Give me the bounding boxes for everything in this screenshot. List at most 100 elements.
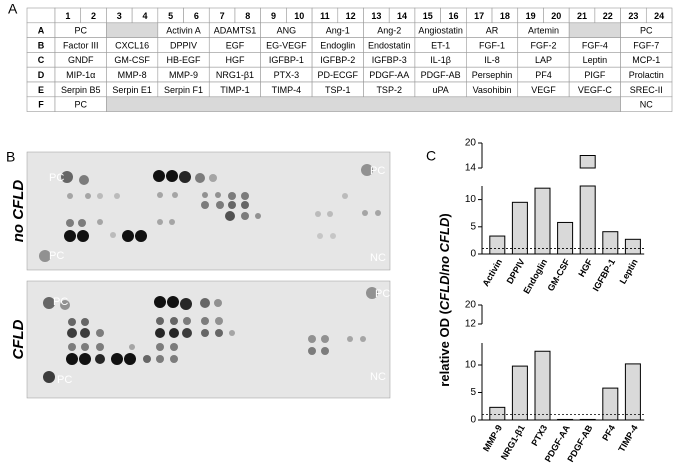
y-tick-label: 5: [470, 387, 476, 398]
bar: [624, 238, 641, 255]
blot-spot: [169, 328, 179, 338]
blot-spot: [308, 335, 316, 343]
cell-text: PC: [74, 100, 87, 110]
row-header: A: [38, 26, 45, 36]
table-cell: [106, 22, 159, 38]
blot-spot: [61, 171, 73, 183]
blot-spot: [67, 328, 77, 338]
panel-label: B: [6, 149, 15, 165]
column-header: 20: [551, 11, 561, 21]
blot-spot: [170, 355, 178, 363]
cell-text: SREC-II: [630, 85, 663, 95]
cell-text: FGF-1: [479, 40, 505, 50]
y-label-part: ): [437, 213, 452, 217]
blot-spot: [179, 171, 191, 183]
table-cell: [568, 22, 621, 38]
bar: [489, 406, 506, 421]
cell-text: VEGF-C: [578, 85, 613, 95]
cell-text: Endoglin: [320, 40, 355, 50]
blot-spot: [110, 232, 116, 238]
table-cell: [26, 7, 56, 24]
blot-spot: [68, 318, 76, 326]
x-tick-label: HGF: [576, 257, 594, 279]
y-label-part: /: [437, 271, 452, 275]
bar: [602, 387, 619, 421]
y-axis-label: relative OD (CFLD/no CFLD): [437, 213, 452, 386]
cell-text: Ang-2: [377, 26, 401, 36]
blot-spot: [255, 213, 261, 219]
x-tick-label: Activin: [480, 257, 504, 288]
y-tick-label: 10: [465, 194, 477, 205]
cell-text: Serpin F1: [164, 85, 203, 95]
blot-label: PC: [49, 250, 64, 262]
blot-spot: [111, 353, 123, 365]
blot-label: PC: [57, 374, 72, 386]
blot-spot: [182, 328, 192, 338]
cell-text: MMP-9: [169, 70, 198, 80]
blot-spot: [170, 343, 178, 351]
blot-spot: [317, 233, 323, 239]
blot-spot: [209, 174, 217, 182]
bar: [579, 418, 596, 421]
y-label-part: CFLD: [437, 275, 452, 310]
blot-spot: [201, 317, 209, 325]
blot-spot: [214, 299, 222, 307]
column-header: 7: [220, 11, 225, 21]
cell-text: IGFBP-3: [372, 55, 407, 65]
blot-spot: [135, 230, 147, 242]
cell-text: MIP-1α: [66, 70, 95, 80]
blot-spot: [81, 318, 89, 326]
cell-text: PC: [74, 26, 87, 36]
blot-spot: [169, 219, 175, 225]
blot-spot: [43, 297, 55, 309]
blot-spot: [77, 230, 89, 242]
cell-text: DPPIV: [170, 40, 197, 50]
cell-text: FGF-4: [582, 40, 608, 50]
column-header: 13: [371, 11, 381, 21]
column-header: 10: [294, 11, 304, 21]
x-tick-label: DPPIV: [505, 257, 527, 285]
blot-spot: [215, 192, 221, 198]
blot-spot: [66, 219, 74, 227]
blot-spot: [143, 355, 151, 363]
table-cell: [106, 96, 621, 112]
cell-text: TIMP-4: [272, 85, 302, 95]
blot-spot: [172, 192, 178, 198]
column-header: 21: [577, 11, 587, 21]
column-header: 2: [91, 11, 96, 21]
blot-spot: [362, 210, 368, 216]
cell-text: PD-ECGF: [318, 70, 359, 80]
cell-text: GM-CSF: [114, 55, 150, 65]
blot-spot: [241, 212, 249, 220]
cell-text: Factor III: [63, 40, 99, 50]
blot-spot: [202, 192, 208, 198]
y-tick-label: 0: [470, 249, 476, 260]
blot-spot: [66, 353, 78, 365]
cell-text: MMP-8: [118, 70, 147, 80]
cell-text: MCP-1: [632, 55, 660, 65]
blot-label: PC: [49, 172, 64, 184]
y-label-part: no CFLD: [437, 217, 452, 272]
blot-spot: [80, 328, 90, 338]
blot-spot: [79, 353, 91, 365]
cell-text: Angiostatin: [418, 26, 463, 36]
x-tick-label: GM-CSF: [545, 257, 572, 293]
blot-spot: [170, 317, 178, 325]
blot-spot: [215, 329, 223, 337]
blot-label: PC: [370, 165, 385, 177]
blot-spot: [155, 328, 165, 338]
blot: PC PC PC NC: [26, 151, 391, 271]
cell-text: Ang-1: [326, 26, 350, 36]
bar: [557, 221, 574, 255]
panel-label: C: [426, 148, 436, 164]
y-label-part: relative OD (: [437, 309, 452, 386]
row-header: D: [38, 70, 45, 80]
cell-text: AR: [486, 26, 499, 36]
cell-text: uPA: [432, 85, 448, 95]
column-header: 17: [474, 11, 484, 21]
cell-text: TSP-1: [325, 85, 351, 95]
column-header: 22: [603, 11, 613, 21]
cell-text: Vasohibin: [473, 85, 512, 95]
column-header: 3: [117, 11, 122, 21]
